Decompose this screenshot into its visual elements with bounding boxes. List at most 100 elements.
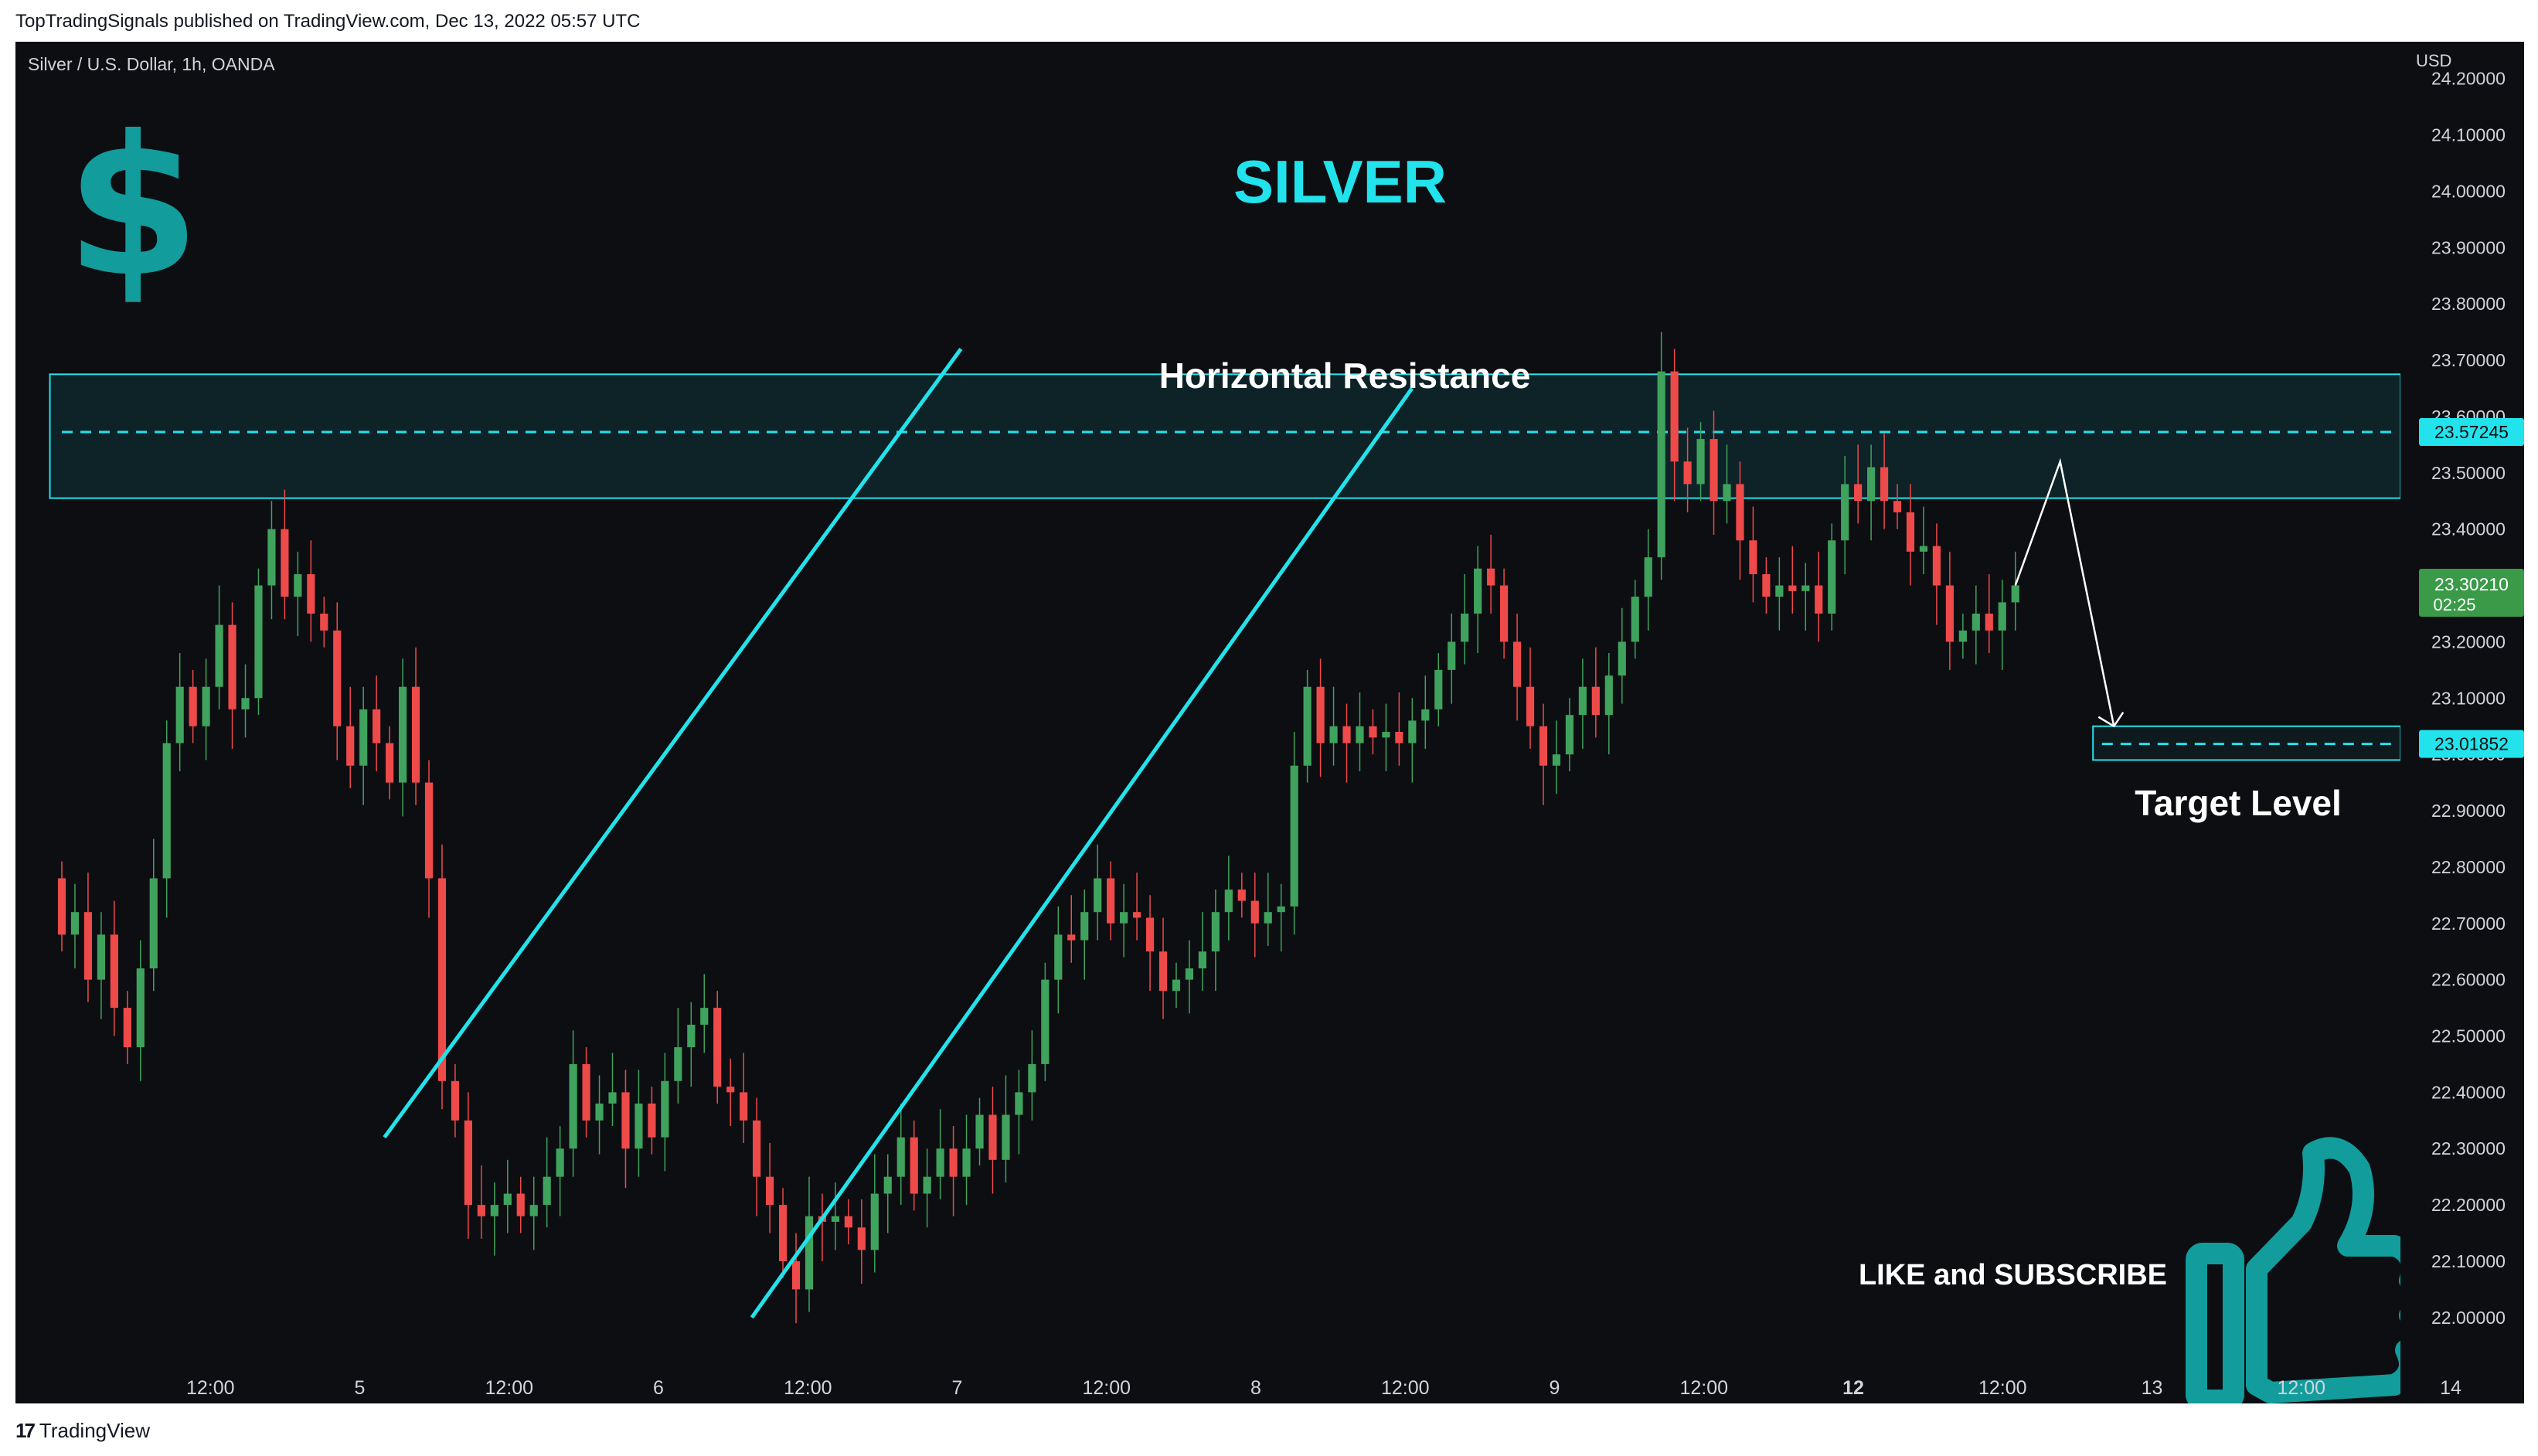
candle-up (595, 1103, 604, 1121)
candle-down (791, 1260, 801, 1290)
price-tick-label: 23.50000 (2431, 463, 2506, 483)
candle-up (805, 1216, 814, 1290)
candle-down (753, 1120, 761, 1177)
candle-down (1710, 439, 1718, 502)
candle-up (1028, 1063, 1036, 1093)
price-axis-bg (2400, 42, 2524, 1403)
candle-down (1500, 585, 1509, 642)
candle-up (359, 709, 368, 766)
candle-up (1972, 613, 1980, 631)
candle-down (713, 1008, 722, 1087)
candle-down (477, 1205, 485, 1216)
price-tick-label: 23.10000 (2431, 688, 2506, 708)
time-tick-label: 8 (1250, 1377, 1261, 1399)
candle-down (189, 686, 197, 726)
candle-down (1539, 726, 1548, 766)
candle-down (57, 878, 66, 935)
resistance-price-tag-bg (2419, 418, 2524, 447)
candle-down (1512, 641, 1522, 687)
candle-down (373, 709, 381, 743)
candle-up (1841, 484, 1849, 541)
price-tick-label: 23.70000 (2431, 350, 2506, 370)
candle-up (883, 1176, 892, 1194)
footer-brand[interactable]: TradingView (39, 1419, 150, 1442)
candle-up (1185, 968, 1194, 980)
candle-down (411, 686, 420, 783)
candle-up (1474, 568, 1482, 614)
candle-up (1277, 906, 1285, 913)
current-price-value: 23.30210 (2434, 574, 2509, 594)
candle-up (1618, 641, 1626, 676)
resistance-zone (49, 373, 2402, 499)
candle-up (1356, 726, 1364, 743)
candle-down (386, 743, 394, 783)
candle-up (923, 1176, 931, 1194)
candle-up (215, 624, 223, 687)
time-tick-label: 12:00 (186, 1377, 235, 1399)
candle-down (778, 1205, 788, 1261)
price-tick-label: 24.20000 (2431, 69, 2506, 89)
candle-up (1198, 951, 1207, 969)
time-tick-label: 9 (1550, 1377, 1560, 1399)
price-tick-label: 22.90000 (2431, 801, 2506, 821)
candle-up (398, 686, 407, 783)
candle-up (1696, 439, 1705, 485)
candle-down (1762, 573, 1771, 597)
candle-down (1132, 912, 1141, 918)
time-tick-label: 12:00 (1679, 1377, 1728, 1399)
candle-down (988, 1114, 997, 1160)
time-tick-label: 7 (952, 1377, 963, 1399)
candle-up (267, 529, 276, 586)
candle-down (1985, 613, 1993, 631)
candle-up (661, 1080, 669, 1138)
time-tick-label: 12:00 (485, 1377, 533, 1399)
candle-down (307, 573, 315, 614)
candle-down (1683, 461, 1692, 485)
time-tick-label: 12 (1842, 1377, 1864, 1399)
candle-up (254, 585, 263, 699)
candle-down (83, 912, 93, 980)
candle-up (634, 1103, 643, 1149)
candle-up (136, 968, 145, 1048)
candle-down (1749, 540, 1757, 574)
candle-up (70, 912, 80, 935)
candle-down (437, 878, 447, 1081)
candle-down (1880, 467, 1889, 502)
candle-up (1408, 720, 1417, 743)
lower-channel-line (750, 387, 1414, 1319)
candle-up (1958, 630, 1967, 642)
time-tick-label: 12:00 (784, 1377, 832, 1399)
time-tick-label: 12:00 (1978, 1377, 2027, 1399)
price-tick-label: 23.80000 (2431, 294, 2506, 314)
projection-arrowhead (2097, 712, 2125, 728)
candle-up (1565, 715, 1574, 755)
candle-down (857, 1227, 866, 1250)
candle-up (1448, 641, 1456, 670)
candle-down (1395, 732, 1403, 743)
candle-up (896, 1137, 905, 1177)
candle-up (1172, 979, 1181, 992)
candle-down (1815, 585, 1823, 614)
candle-down (1591, 686, 1600, 716)
candle-down (123, 1008, 131, 1048)
candle-up (1578, 686, 1587, 716)
candle-up (608, 1092, 617, 1104)
tradingview-logo-icon[interactable]: 17 (15, 1419, 36, 1442)
candle-up (1382, 732, 1390, 738)
upper-channel-line (383, 348, 963, 1139)
price-chart[interactable]: SILVER Horizontal Resistance Target Level L… (15, 42, 2524, 1403)
chart-area[interactable]: SILVER Horizontal Resistance Target Level L… (15, 42, 2524, 1403)
price-tick-label: 23.90000 (2431, 237, 2506, 257)
candle-up (1604, 675, 1613, 716)
footer: 17 TradingView (15, 1419, 150, 1443)
candle-down (1107, 878, 1115, 924)
candle-down (740, 1092, 748, 1121)
time-tick-label: 12:00 (1381, 1377, 1430, 1399)
candle-up (1002, 1114, 1010, 1160)
candle-down (1893, 501, 1902, 512)
candle-down (1250, 900, 1259, 924)
price-tick-label: 22.20000 (2431, 1195, 2506, 1215)
candle-down (844, 1216, 852, 1228)
candle-up (490, 1205, 498, 1216)
price-tick-label: 22.70000 (2431, 913, 2506, 934)
